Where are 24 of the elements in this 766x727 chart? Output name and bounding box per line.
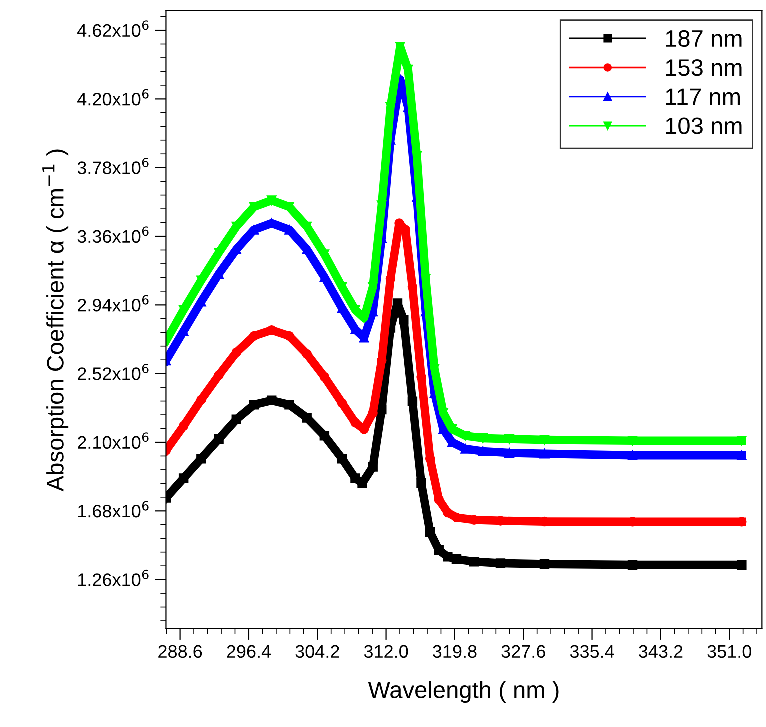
x-tick-label: 327.6 xyxy=(502,645,546,658)
x-tick-label: 304.2 xyxy=(296,645,340,658)
y-tick-label: 1.26x10$^{6}$ xyxy=(78,570,149,586)
legend-label: 103 nm xyxy=(666,118,742,134)
legend-label: 187 nm xyxy=(666,30,742,48)
x-tick-label: 335.4 xyxy=(570,645,614,658)
y-tick-label: 2.10x10$^{6}$ xyxy=(78,432,149,450)
y-axis-title: Absorption Coefficient α ( cm$^{−1}$ ) xyxy=(42,150,69,492)
y-tick-label: 4.20x10$^{6}$ xyxy=(78,89,149,106)
legend-label: 153 nm xyxy=(666,60,742,76)
x-tick-label: 319.8 xyxy=(433,645,477,658)
x-tick-label: 343.2 xyxy=(639,645,683,658)
y-tick-label: 1.68x10$^{6}$ xyxy=(78,501,149,518)
y-tick-label: 4.62x10$^{6}$ xyxy=(78,20,149,38)
y-tick-label: 2.52x10$^{6}$ xyxy=(78,364,149,380)
y-tick-label: 2.94x10$^{6}$ xyxy=(78,295,149,312)
x-tick-label: 351.0 xyxy=(708,645,752,658)
y-tick-label: 3.36x10$^{6}$ xyxy=(78,226,149,244)
y-tick-label: 3.78x10$^{6}$ xyxy=(78,158,149,174)
legend-label: 117 nm xyxy=(666,88,740,106)
x-tick-label: 312.0 xyxy=(364,645,408,658)
x-axis-title: Wavelength ( nm ) xyxy=(368,681,559,704)
x-tick-label: 288.6 xyxy=(158,645,202,658)
x-tick-label: 296.4 xyxy=(227,645,272,658)
